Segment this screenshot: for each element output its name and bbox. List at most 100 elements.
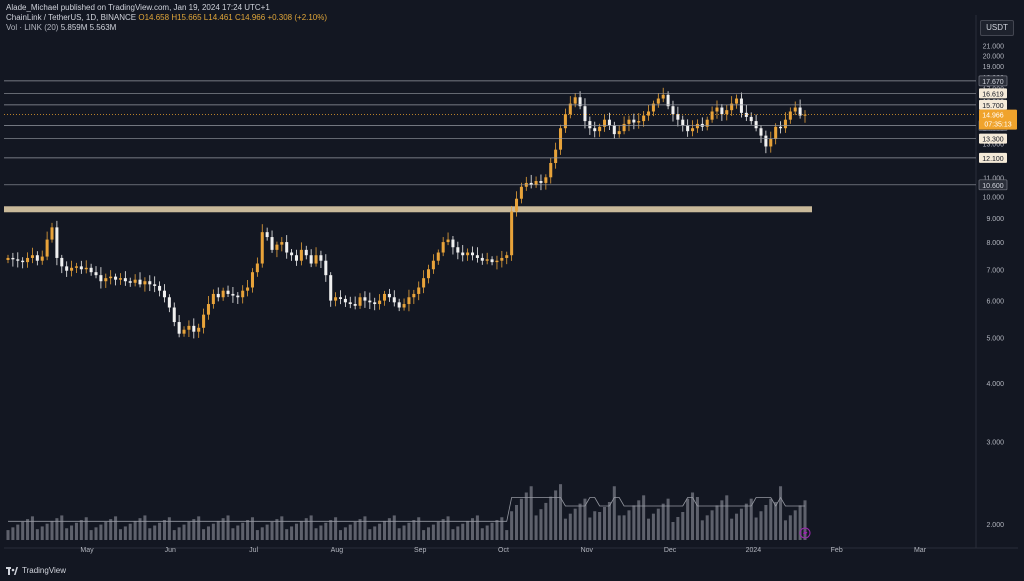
volume-bar <box>510 511 514 540</box>
candle-body <box>603 119 607 127</box>
y-tick-label: 5.000 <box>986 336 1004 343</box>
candle-body <box>338 297 343 299</box>
candle-body <box>65 266 69 271</box>
volume-bar <box>148 528 152 540</box>
candle-body <box>123 278 127 282</box>
y-tick-label: 3.000 <box>986 440 1004 447</box>
volume-bar <box>490 522 494 540</box>
volume-bar <box>461 523 465 540</box>
candle-body <box>114 276 118 280</box>
candle-body <box>705 119 709 127</box>
volume-bar <box>133 520 137 540</box>
symbol-label: ChainLink / TetherUS, 1D, BINANCE <box>6 13 137 22</box>
candle-body <box>158 285 162 291</box>
volume-bar <box>480 528 484 540</box>
volume-bar <box>764 505 768 540</box>
candle-body <box>167 297 171 308</box>
volume-bar <box>603 507 607 540</box>
price-level-label: 13.300 <box>982 137 1004 144</box>
candle-body <box>500 257 504 261</box>
candle-body <box>358 297 362 306</box>
candle-body <box>720 107 724 115</box>
candle-body <box>725 110 729 115</box>
volume-bar <box>651 513 655 540</box>
price-level-label-box <box>978 75 1008 87</box>
candle-body <box>211 293 215 305</box>
open-value: O14.658 <box>138 13 170 22</box>
volume-bar <box>118 529 122 540</box>
volume-bar <box>412 520 416 540</box>
y-tick-label: 8.000 <box>986 240 1004 247</box>
volume-bar <box>431 524 435 540</box>
volume-bar <box>612 486 616 540</box>
volume-bar <box>94 527 98 540</box>
low-value: L14.461 <box>203 13 233 22</box>
candle-body <box>578 97 582 107</box>
volume-bar <box>128 523 132 540</box>
volume-bar <box>99 524 103 540</box>
candle-body <box>426 269 431 279</box>
candle-body <box>45 239 49 257</box>
candle-body <box>470 252 475 256</box>
candle-body <box>612 125 616 135</box>
candle-body <box>764 135 768 147</box>
volume-bar <box>593 511 597 540</box>
volume-bar <box>221 518 225 540</box>
x-tick-label: Feb <box>831 547 843 554</box>
candle-body <box>593 128 597 132</box>
volume-bar <box>109 519 113 540</box>
x-tick-label: Mar <box>914 547 927 554</box>
chart-header: Alade_Michael published on TradingView.c… <box>6 3 327 33</box>
candle-body <box>583 106 587 122</box>
volume-bar <box>177 527 181 540</box>
candle-body <box>798 107 802 116</box>
candle-body <box>221 290 225 298</box>
price-level-label-box <box>978 179 1008 191</box>
candle-body <box>573 97 577 104</box>
candle-body <box>280 242 284 245</box>
y-tick-label: 11.000 <box>983 175 1004 182</box>
volume-bar <box>559 484 563 540</box>
volume-bar <box>324 522 328 540</box>
volume-bar <box>803 500 807 540</box>
volume-bar <box>45 523 49 540</box>
candle-body <box>632 119 636 123</box>
volume-bar <box>617 515 621 540</box>
volume-bar <box>534 515 538 540</box>
candle-body <box>642 115 646 122</box>
candle-body <box>246 287 250 291</box>
volume-bar <box>363 516 367 540</box>
volume-bar <box>309 515 313 540</box>
volume-bar <box>661 503 665 540</box>
volume-bar <box>202 529 206 540</box>
candle-body <box>299 249 303 261</box>
candle-body <box>89 267 93 273</box>
candle-body <box>260 232 264 264</box>
volume-bar <box>211 523 215 540</box>
volume-bar <box>514 505 519 540</box>
candle-body <box>285 242 289 253</box>
volume-bar <box>26 519 30 540</box>
candle-body <box>104 278 108 282</box>
currency-button[interactable]: USDT <box>980 20 1014 36</box>
candle-body <box>431 260 435 270</box>
volume-bar <box>754 517 758 540</box>
candle-body <box>539 181 543 183</box>
volume-bar <box>568 513 572 540</box>
x-tick-label: Sep <box>414 547 427 554</box>
volume-bar <box>691 492 695 540</box>
volume-value-2: 5.563M <box>89 23 117 32</box>
candle-body <box>294 255 299 261</box>
volume-bar <box>666 498 670 540</box>
y-tick-label: 10.000 <box>983 195 1005 202</box>
volume-bar <box>456 526 460 540</box>
volume-bar <box>123 526 127 540</box>
candle-body <box>35 255 39 261</box>
volume-bar <box>84 517 88 540</box>
candle-body <box>6 257 10 260</box>
candle-body <box>202 314 206 328</box>
candle-body <box>676 114 680 120</box>
volume-bar <box>588 517 592 540</box>
candle-body <box>172 307 176 323</box>
